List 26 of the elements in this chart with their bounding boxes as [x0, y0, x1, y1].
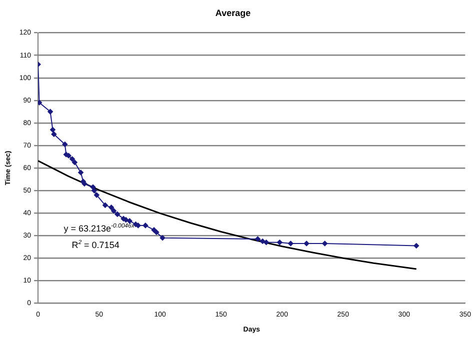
point: [255, 236, 260, 242]
point: [70, 156, 75, 162]
point: [72, 160, 78, 166]
point: [414, 243, 420, 248]
point: [111, 208, 116, 214]
point: [276, 240, 282, 246]
point: [50, 126, 56, 132]
point: [62, 142, 68, 148]
point: [102, 202, 108, 208]
point: [142, 222, 148, 228]
point: [78, 170, 84, 176]
chart-title: Average: [215, 8, 251, 18]
point: [288, 240, 294, 246]
point: [260, 238, 266, 244]
point: [114, 211, 120, 217]
point: [264, 240, 269, 246]
point: [94, 192, 100, 198]
point: [160, 235, 166, 241]
point: [48, 108, 53, 114]
point: [92, 188, 97, 194]
point: [304, 240, 310, 246]
point: [90, 184, 96, 190]
point: [322, 240, 328, 246]
point: [51, 132, 57, 137]
point: [154, 230, 160, 235]
point: [108, 204, 114, 210]
